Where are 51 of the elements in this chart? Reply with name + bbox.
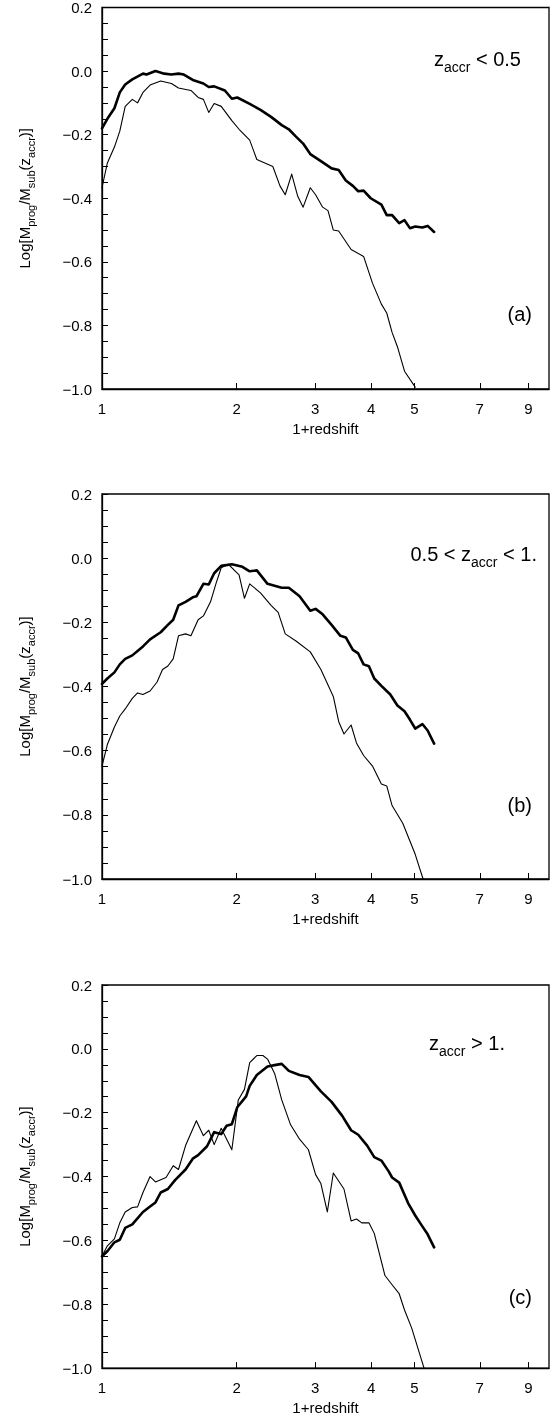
y-tick-label: 0.0 (71, 62, 92, 80)
x-tick-label: 7 (475, 890, 484, 907)
x-tick-label: 2 (232, 400, 241, 417)
x-tick-label: 2 (232, 890, 241, 907)
x-tick-label: 5 (410, 1379, 419, 1397)
x-tick-label: 3 (311, 400, 320, 417)
y-tick-label: −0.6 (62, 742, 92, 760)
x-axis-title: 1+redshift (292, 909, 360, 927)
y-tick-label: −1.0 (62, 1359, 92, 1377)
x-tick-label: 5 (410, 890, 419, 907)
x-tick-label: 4 (366, 890, 376, 907)
y-tick-label: −1.0 (62, 380, 92, 398)
y-tick-label: −0.2 (62, 613, 92, 631)
x-tick-label: 3 (311, 1379, 320, 1397)
x-tick-label: 9 (524, 890, 533, 907)
y-tick-label: 0.2 (71, 0, 92, 16)
y-tick-label: −1.0 (62, 870, 92, 888)
x-tick-label: 7 (475, 400, 484, 417)
y-tick-label: −0.2 (62, 1104, 92, 1122)
y-tick-label: −0.4 (62, 1168, 92, 1186)
y-axis-title: Log[Mprog/Msub(zaccr)] (16, 127, 37, 269)
y-axis-title: Log[Mprog/Msub(zaccr)] (16, 1106, 37, 1247)
x-tick-label: 7 (475, 1379, 484, 1397)
y-tick-label: 0.2 (71, 976, 92, 994)
x-axis-title: 1+redshift (292, 1399, 360, 1416)
x-tick-label: 1 (97, 400, 107, 417)
x-tick-label: 4 (366, 400, 376, 417)
y-tick-label: 0.2 (71, 485, 92, 503)
annotation: (a) (507, 303, 533, 325)
y-tick-label: −0.6 (62, 253, 92, 271)
y-tick-label: 0.0 (71, 549, 92, 567)
annotation: (c) (508, 1286, 533, 1308)
y-tick-label: −0.2 (62, 126, 92, 144)
y-tick-label: −0.8 (62, 316, 92, 334)
y-tick-label: −0.8 (62, 806, 92, 824)
x-axis-title: 1+redshift (292, 419, 360, 437)
y-tick-label: −0.4 (62, 678, 92, 695)
x-tick-label: 5 (410, 400, 419, 417)
x-tick-label: 9 (524, 1379, 533, 1397)
y-tick-label: −0.8 (62, 1295, 92, 1313)
y-axis-title: Log[Mprog/Msub(zaccr)] (16, 616, 37, 757)
x-tick-label: 2 (232, 1379, 241, 1397)
x-tick-label: 4 (366, 1379, 376, 1397)
x-tick-label: 9 (524, 400, 533, 417)
y-tick-label: 0.0 (71, 1040, 92, 1058)
x-tick-label: 1 (97, 890, 107, 907)
x-tick-label: 3 (311, 890, 320, 907)
y-tick-label: −0.6 (62, 1231, 92, 1249)
y-tick-label: −0.4 (62, 189, 92, 207)
x-tick-label: 1 (97, 1379, 107, 1397)
annotation: (b) (507, 794, 533, 816)
